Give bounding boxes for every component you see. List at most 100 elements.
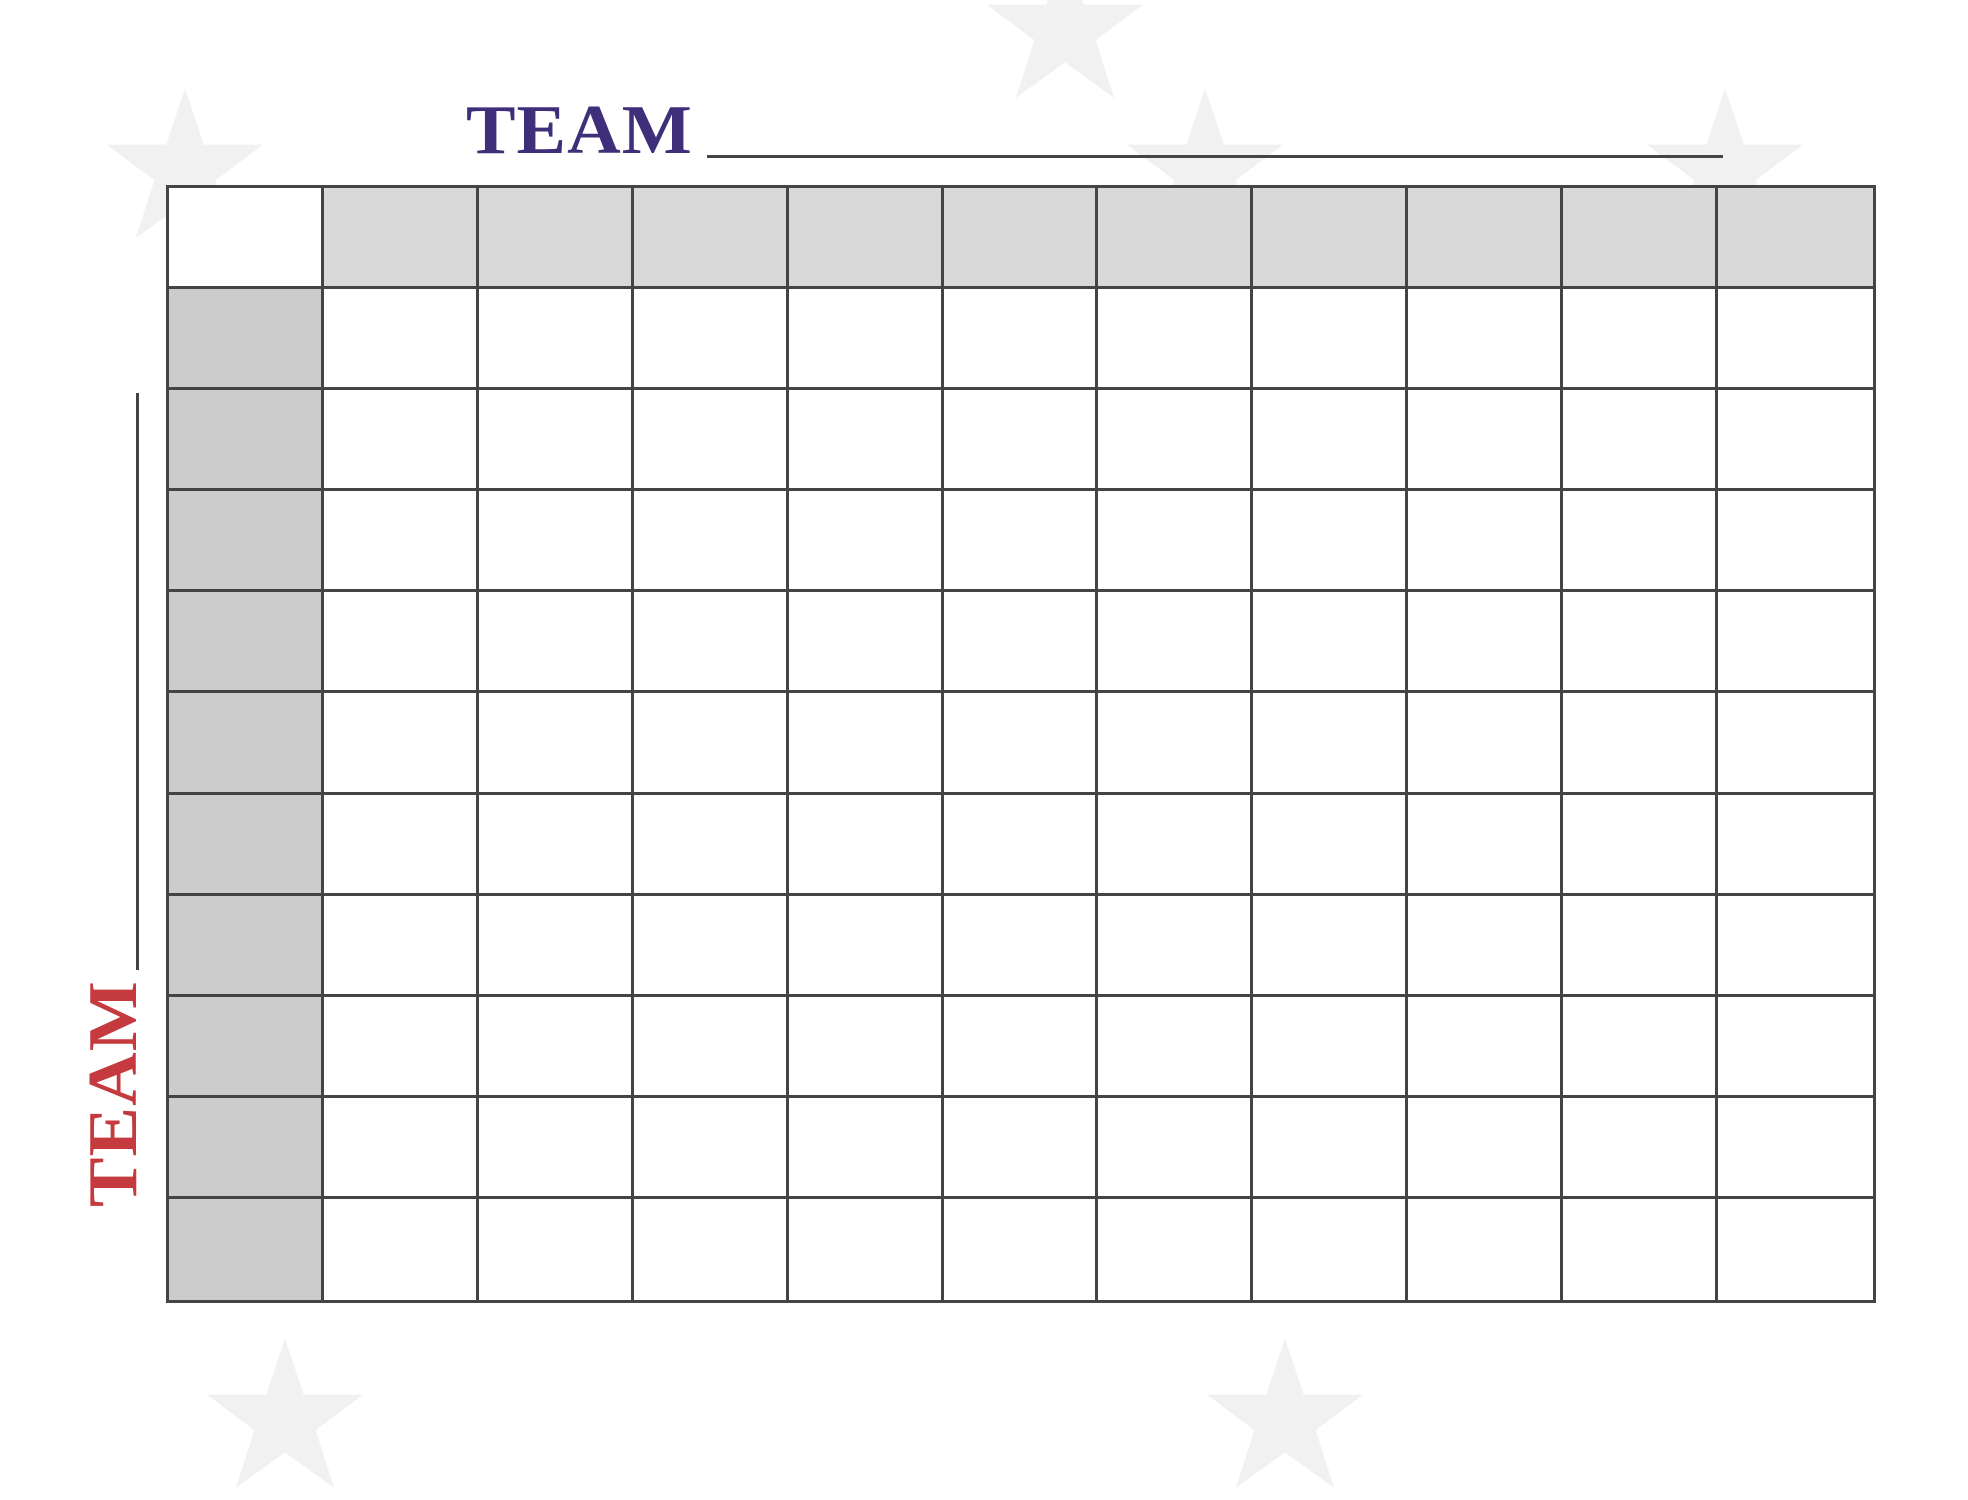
row-number-cell[interactable]	[169, 491, 324, 593]
grid-square[interactable]	[1408, 996, 1564, 1098]
grid-square[interactable]	[943, 289, 1099, 391]
grid-square[interactable]	[323, 693, 479, 795]
grid-square[interactable]	[943, 996, 1099, 1098]
grid-square[interactable]	[478, 1198, 634, 1300]
column-number-cell[interactable]	[633, 188, 789, 290]
grid-square[interactable]	[478, 491, 634, 593]
grid-square[interactable]	[633, 390, 789, 492]
row-number-cell[interactable]	[169, 693, 324, 795]
grid-square[interactable]	[788, 996, 944, 1098]
grid-square[interactable]	[943, 1198, 1099, 1300]
grid-square[interactable]	[633, 1198, 789, 1300]
grid-square[interactable]	[1098, 390, 1254, 492]
grid-square[interactable]	[323, 289, 479, 391]
column-number-cell[interactable]	[478, 188, 634, 290]
grid-square[interactable]	[1563, 794, 1719, 896]
grid-square[interactable]	[788, 1097, 944, 1199]
grid-square[interactable]	[1718, 794, 1873, 896]
grid-square[interactable]	[323, 996, 479, 1098]
column-number-cell[interactable]	[788, 188, 944, 290]
grid-square[interactable]	[788, 794, 944, 896]
grid-square[interactable]	[1098, 1198, 1254, 1300]
grid-square[interactable]	[1563, 1198, 1719, 1300]
grid-square[interactable]	[1253, 289, 1409, 391]
grid-square[interactable]	[1408, 693, 1564, 795]
grid-square[interactable]	[633, 996, 789, 1098]
grid-square[interactable]	[1718, 996, 1873, 1098]
grid-square[interactable]	[1253, 1097, 1409, 1199]
grid-square[interactable]	[478, 693, 634, 795]
column-number-cell[interactable]	[1408, 188, 1564, 290]
grid-square[interactable]	[478, 1097, 634, 1199]
grid-square[interactable]	[943, 390, 1099, 492]
grid-square[interactable]	[788, 895, 944, 997]
row-number-cell[interactable]	[169, 996, 324, 1098]
grid-square[interactable]	[1253, 996, 1409, 1098]
grid-square[interactable]	[323, 1198, 479, 1300]
grid-square[interactable]	[1408, 794, 1564, 896]
row-number-cell[interactable]	[169, 794, 324, 896]
grid-square[interactable]	[1253, 390, 1409, 492]
grid-square[interactable]	[633, 289, 789, 391]
grid-square[interactable]	[788, 693, 944, 795]
grid-square[interactable]	[1563, 895, 1719, 997]
grid-square[interactable]	[633, 895, 789, 997]
grid-square[interactable]	[1563, 491, 1719, 593]
column-number-cell[interactable]	[943, 188, 1099, 290]
grid-square[interactable]	[1253, 794, 1409, 896]
grid-square[interactable]	[633, 491, 789, 593]
grid-square[interactable]	[633, 592, 789, 694]
grid-square[interactable]	[1408, 289, 1564, 391]
column-number-cell[interactable]	[1098, 188, 1254, 290]
grid-square[interactable]	[1408, 895, 1564, 997]
grid-square[interactable]	[478, 996, 634, 1098]
grid-square[interactable]	[478, 390, 634, 492]
grid-square[interactable]	[1253, 895, 1409, 997]
grid-square[interactable]	[1563, 390, 1719, 492]
grid-square[interactable]	[1718, 895, 1873, 997]
grid-square[interactable]	[788, 592, 944, 694]
grid-square[interactable]	[478, 794, 634, 896]
grid-square[interactable]	[1563, 592, 1719, 694]
column-number-cell[interactable]	[1718, 188, 1873, 290]
grid-square[interactable]	[1718, 592, 1873, 694]
grid-square[interactable]	[1098, 1097, 1254, 1199]
grid-square[interactable]	[323, 895, 479, 997]
grid-square[interactable]	[1098, 996, 1254, 1098]
grid-square[interactable]	[1563, 996, 1719, 1098]
grid-square[interactable]	[943, 794, 1099, 896]
grid-square[interactable]	[1408, 1198, 1564, 1300]
grid-square[interactable]	[633, 1097, 789, 1199]
grid-square[interactable]	[1098, 895, 1254, 997]
grid-square[interactable]	[1253, 693, 1409, 795]
grid-square[interactable]	[1718, 289, 1873, 391]
row-number-cell[interactable]	[169, 592, 324, 694]
column-number-cell[interactable]	[1563, 188, 1719, 290]
grid-square[interactable]	[1253, 1198, 1409, 1300]
row-number-cell[interactable]	[169, 1097, 324, 1199]
grid-square[interactable]	[1563, 289, 1719, 391]
grid-square[interactable]	[1718, 390, 1873, 492]
grid-square[interactable]	[323, 491, 479, 593]
grid-square[interactable]	[478, 289, 634, 391]
grid-square[interactable]	[1098, 289, 1254, 391]
grid-square[interactable]	[633, 794, 789, 896]
grid-square[interactable]	[788, 1198, 944, 1300]
column-number-cell[interactable]	[1253, 188, 1409, 290]
grid-square[interactable]	[1098, 592, 1254, 694]
grid-square[interactable]	[1408, 1097, 1564, 1199]
grid-square[interactable]	[1253, 592, 1409, 694]
grid-square[interactable]	[943, 491, 1099, 593]
grid-square[interactable]	[478, 592, 634, 694]
grid-square[interactable]	[788, 390, 944, 492]
row-number-cell[interactable]	[169, 895, 324, 997]
grid-square[interactable]	[1718, 693, 1873, 795]
grid-square[interactable]	[1098, 491, 1254, 593]
grid-square[interactable]	[323, 1097, 479, 1199]
row-number-cell[interactable]	[169, 1198, 324, 1300]
row-number-cell[interactable]	[169, 390, 324, 492]
grid-square[interactable]	[1098, 794, 1254, 896]
grid-square[interactable]	[1718, 491, 1873, 593]
grid-square[interactable]	[1718, 1198, 1873, 1300]
grid-square[interactable]	[1408, 390, 1564, 492]
